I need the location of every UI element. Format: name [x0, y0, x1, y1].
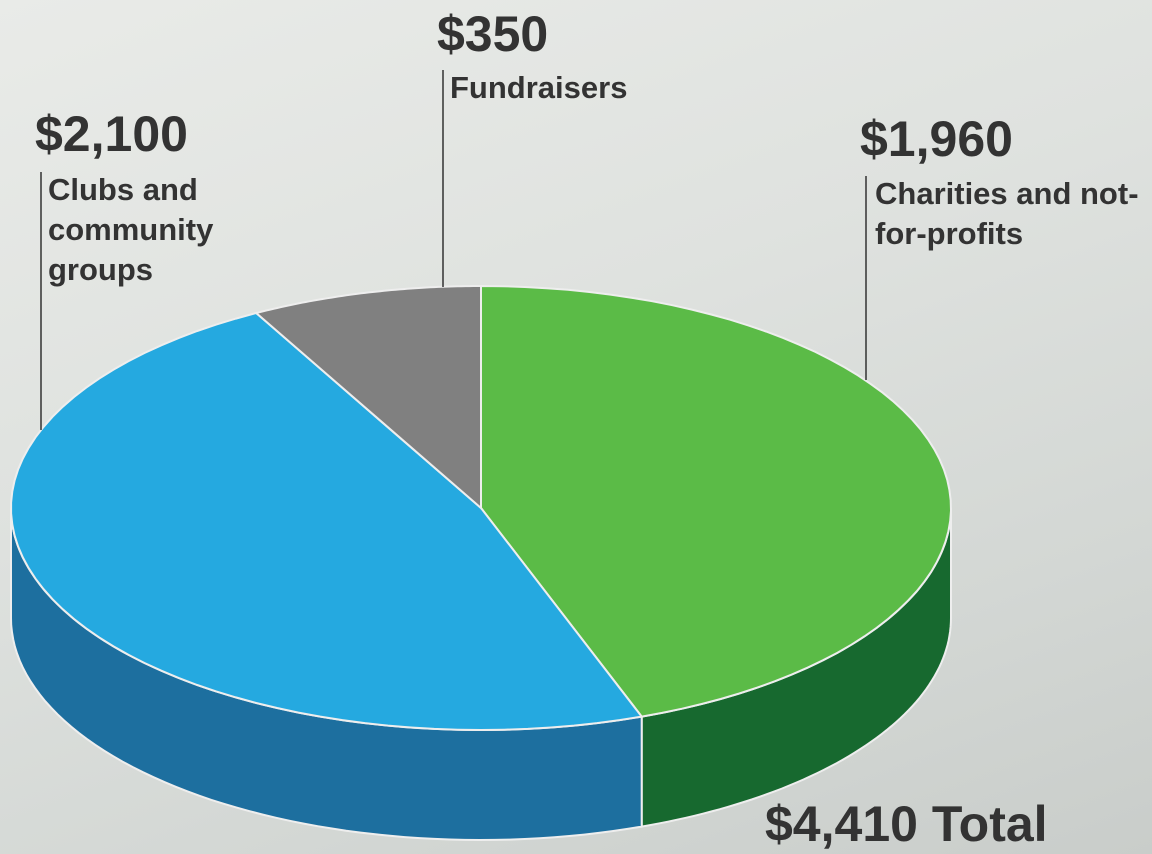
value-label: $350 [437, 6, 549, 62]
pie-slice [480, 284, 953, 718]
pie-slice [254, 285, 482, 511]
value-label: $1,960 [860, 111, 1013, 167]
category-label: Charities and not-for-profits [875, 176, 1139, 251]
category-label: Clubs and community groups [48, 172, 214, 287]
pie-slice [10, 311, 644, 732]
total-label: $4,410 Total [765, 796, 1048, 852]
category-label: Fundraisers [450, 70, 628, 105]
value-label: $2,100 [35, 106, 188, 162]
